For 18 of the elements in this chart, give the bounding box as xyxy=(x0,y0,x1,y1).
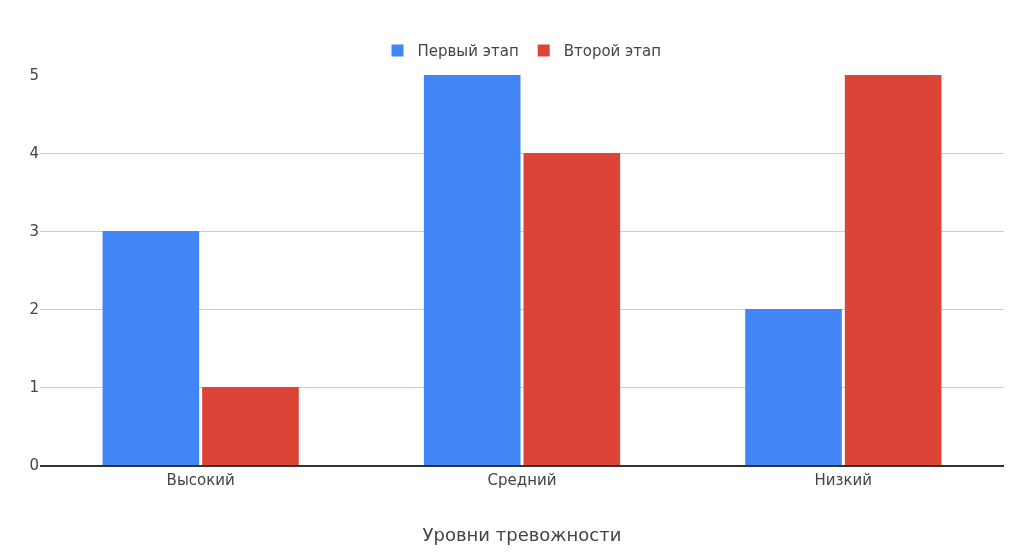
bar xyxy=(844,75,942,465)
x-tick-label: Средний xyxy=(487,471,557,489)
x-axis-title: Уровни тревожности xyxy=(422,523,622,545)
legend-label: Первый этап xyxy=(417,42,519,61)
bar xyxy=(102,231,200,465)
y-tick-label: 5 xyxy=(29,66,39,85)
bar xyxy=(523,153,621,465)
x-tick-label: Высокий xyxy=(166,471,235,489)
y-tick-label: 2 xyxy=(29,300,39,319)
y-tick-label: 3 xyxy=(29,222,39,241)
bar xyxy=(202,387,299,465)
x-tick-label: Низкий xyxy=(814,471,873,489)
legend-label: Второй этап xyxy=(563,42,662,61)
y-tick-label: 4 xyxy=(29,144,39,163)
bar xyxy=(745,309,842,465)
bar xyxy=(423,75,521,465)
y-tick-label: 1 xyxy=(29,378,39,397)
y-tick-label: 0 xyxy=(29,456,39,475)
